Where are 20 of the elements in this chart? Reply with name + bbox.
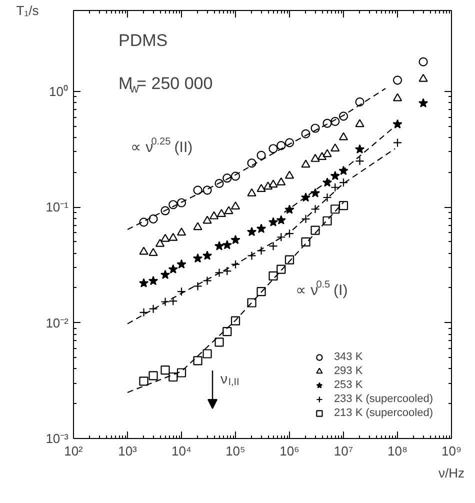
x-tick-label: 10⁸ — [388, 444, 408, 458]
annotation: PDMS — [118, 31, 168, 50]
x-tick-label: 10² — [64, 444, 84, 458]
legend-label: 293 K — [334, 364, 363, 378]
x-tick-label: 10⁹ — [441, 444, 462, 458]
legend-label: 253 K — [334, 378, 363, 392]
x-tick-label: 10⁶ — [280, 444, 300, 458]
legend-label: 213 K (supercooled) — [334, 406, 433, 420]
y-axis-title: T₁/s — [16, 3, 40, 18]
legend-label: 233 K (supercooled) — [334, 392, 433, 406]
y-tick-label: 10⁻² — [46, 315, 70, 330]
x-axis-title: ν/Hz — [438, 466, 464, 480]
y-tick-label: 10⁻³ — [46, 431, 70, 446]
x-tick-label: 10⁵ — [226, 444, 246, 458]
y-tick-label: 10⁻¹ — [46, 200, 70, 215]
x-tick-label: 10⁴ — [171, 444, 192, 458]
legend-label: 343 K — [334, 350, 363, 364]
y-tick-label: 10⁰ — [49, 84, 69, 99]
x-tick-label: 10⁷ — [334, 444, 354, 458]
x-tick-label: 10³ — [118, 444, 138, 458]
